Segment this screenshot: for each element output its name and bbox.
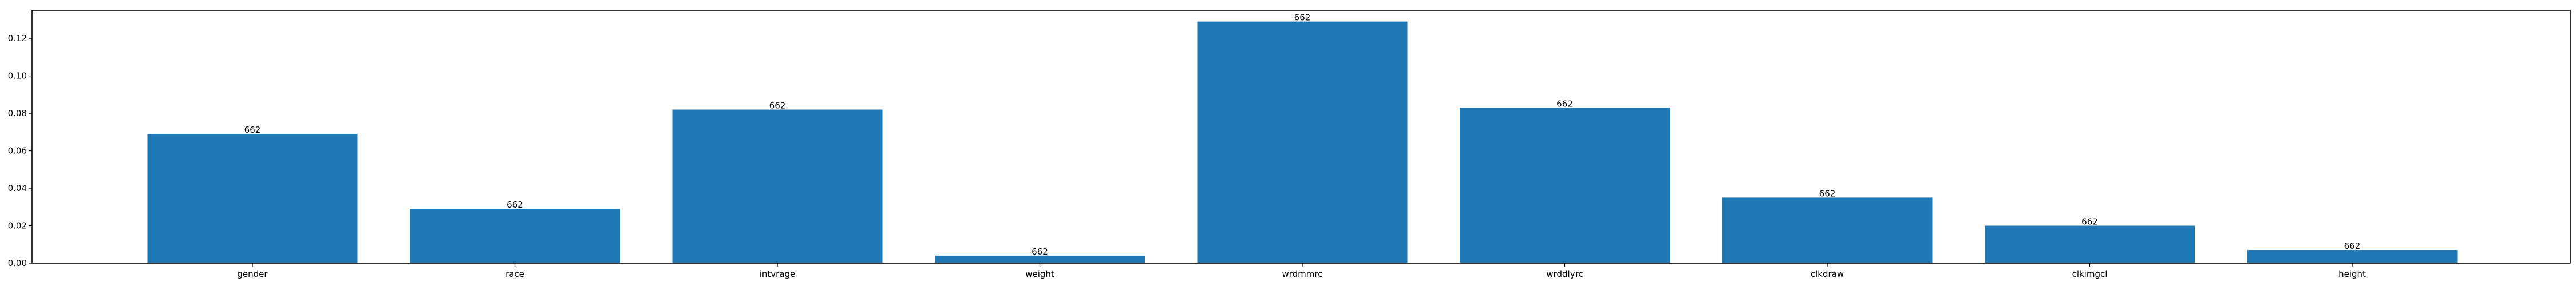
bar-value-label: 662 <box>1032 247 1048 257</box>
bar-height <box>2247 250 2458 263</box>
y-tick-label: 0.04 <box>8 183 27 193</box>
y-tick-label: 0.08 <box>8 108 27 118</box>
bar-value-label: 662 <box>2081 217 2098 227</box>
bar-wrddlyrc <box>1460 108 1670 264</box>
x-tick-label: race <box>505 269 524 279</box>
bar-labels-group: 662 662 662 662 662 662 662 662 662 <box>244 13 2361 257</box>
x-tick-label: gender <box>237 269 268 279</box>
y-tick-label: 0.10 <box>8 71 27 81</box>
bars-group <box>147 21 2458 264</box>
x-tick-label: wrdmmrc <box>1282 269 1322 279</box>
y-tick-label: 0.00 <box>8 258 27 268</box>
bar-value-label: 662 <box>507 200 523 210</box>
x-tick-label: height <box>2338 269 2366 279</box>
bar-clkdraw <box>1722 197 1933 263</box>
x-tick-label: intvrage <box>760 269 796 279</box>
y-axis: 0.00 0.02 0.04 0.06 0.08 0.10 0.12 <box>8 33 32 268</box>
plot-frame <box>31 10 2571 264</box>
x-tick-label: wrddlyrc <box>1546 269 1583 279</box>
bar-intvrage <box>672 109 883 263</box>
bar-value-label: 662 <box>1294 13 1311 23</box>
bar-race <box>410 209 620 263</box>
x-tick-label: clkdraw <box>1811 269 1844 279</box>
x-tick-label: clkimgcl <box>2072 269 2108 279</box>
x-axis: gender race intvrage weight wrdmmrc wrddlyrc c… <box>237 263 2366 279</box>
y-tick-label: 0.02 <box>8 221 27 231</box>
bar-value-label: 662 <box>769 101 786 111</box>
y-tick-label: 0.06 <box>8 146 27 156</box>
bar-gender <box>147 134 358 263</box>
bar-wrdmmrc <box>1197 21 1408 264</box>
bar-value-label: 662 <box>1819 188 1836 198</box>
bar-value-label: 662 <box>244 125 261 135</box>
y-tick-label: 0.12 <box>8 33 27 43</box>
bar-clkimgcl <box>1985 225 2195 263</box>
bar-weight <box>935 255 1145 263</box>
x-tick-label: weight <box>1025 269 1054 279</box>
bar-value-label: 662 <box>2344 241 2361 251</box>
bar-value-label: 662 <box>1556 98 1573 109</box>
